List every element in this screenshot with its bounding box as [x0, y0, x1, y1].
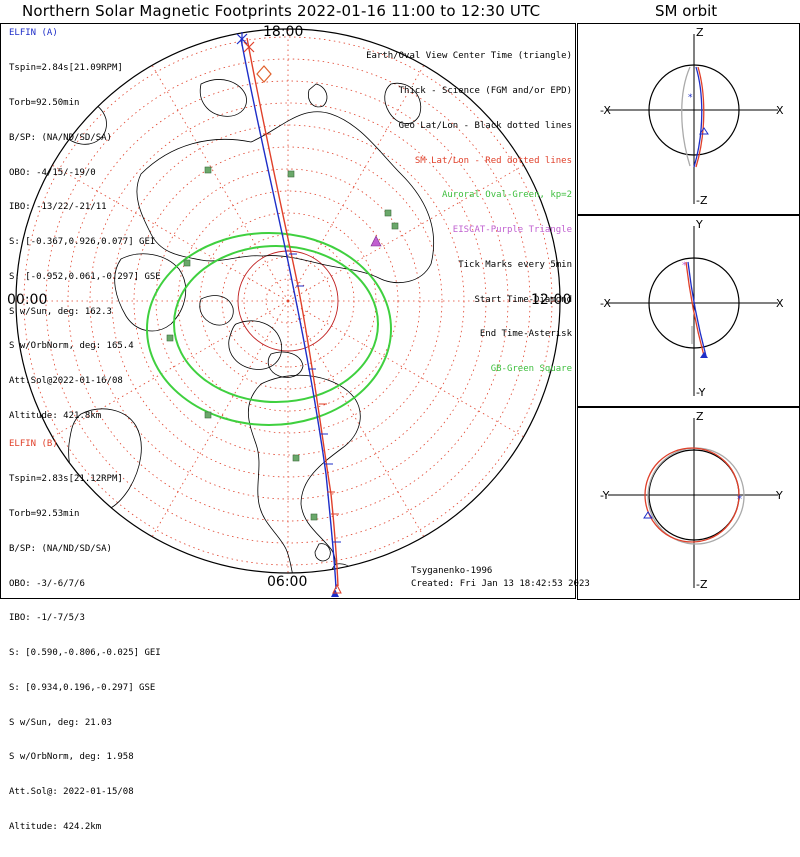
track-ticks — [289, 253, 341, 543]
orbit-panel-yz: * Z -Z -Y Y — [577, 407, 800, 600]
ground-stations — [166, 166, 399, 521]
track-ticks-b — [263, 133, 339, 515]
legend-auroral: Auroral Oval-Green, kp=2 — [441, 190, 572, 201]
model-credit: Tsyganenko-1996 — [411, 566, 493, 576]
clock-label-right: 12:00 — [531, 292, 572, 308]
elfin-a-line: Tspin=2.84s[21.09RPM] — [9, 63, 123, 74]
elfin-b-line: Att.Sol@: 2022-01-15/08 — [9, 787, 134, 798]
legend-geo: Geo Lat/Lon - Black dotted lines — [398, 120, 572, 131]
elfin-b-track — [246, 37, 339, 587]
axis-label-top: Y — [696, 218, 703, 231]
axis-label-left: -Y — [600, 489, 610, 502]
axis-label-left: -X — [600, 104, 611, 117]
eiscat-triangle — [370, 235, 382, 247]
axis-label-right: X — [776, 104, 784, 117]
elfin-a-line: S w/Sun, deg: 162.3 — [9, 306, 112, 317]
elfin-a-line: Torb=92.50min — [9, 97, 80, 108]
axis-label-bottom: -Z — [696, 578, 708, 591]
legend-gb: GB-Green Square — [490, 364, 572, 375]
legend: Earth/Oval View Center Time (triangle) T… — [366, 28, 572, 399]
elfin-b-label: ELFIN (B) — [9, 439, 58, 449]
elfin-a-track — [240, 38, 337, 590]
elfin-b-info: Tspin=2.83s[21.12RPM] Torb=92.53min B/SP… — [9, 451, 161, 857]
elfin-a-line: B/SP: (NA/ND/SD/SA) — [9, 132, 112, 143]
elfin-b-line: S: [0.590,-0.806,-0.025] GEI — [9, 648, 161, 659]
orbit-panel-xz: * Z -Z -X X — [577, 23, 800, 215]
elfin-b-line: Altitude: 424.2km — [9, 822, 102, 832]
legend-tick: Tick Marks every 5min — [458, 259, 572, 270]
globe-outline — [15, 28, 561, 574]
orbit-panel-title: SM orbit — [655, 2, 718, 20]
orbit-panel-xy: * Y -Y -X X — [577, 215, 800, 407]
axis-label-right: X — [776, 297, 784, 310]
clock-label-left: 00:00 — [7, 292, 48, 308]
elfin-b-line: S w/OrbNorm, deg: 1.958 — [9, 752, 134, 763]
auroral-ovals — [146, 232, 392, 426]
elfin-a-line: IBO: -13/22/-21/11 — [9, 202, 107, 213]
legend-end: End Time-Asterisk — [479, 329, 572, 340]
orbit-plot-xz: * — [608, 34, 778, 204]
axis-label-top: Z — [696, 410, 704, 423]
orbit-plot-yz: * — [608, 418, 778, 588]
footprint-map — [15, 28, 561, 597]
elfin-b-line: Tspin=2.83s[21.12RPM] — [9, 474, 123, 485]
svg-text:*: * — [737, 494, 742, 505]
orbit-plot-xy: * — [608, 226, 778, 396]
elfin-b-line: B/SP: (NA/ND/SD/SA) — [9, 543, 112, 554]
elfin-a-line: S w/OrbNorm, deg: 165.4 — [9, 341, 134, 352]
elfin-a-line: S: [-0.952,0.061,-0.297] GSE — [9, 271, 161, 282]
end-asterisk-b — [243, 41, 255, 53]
plot-title: Northern Solar Magnetic Footprints 2022-… — [22, 2, 541, 20]
elfin-b-line: S: [0.934,0.196,-0.297] GSE — [9, 682, 156, 693]
axis-label-top: Z — [696, 26, 704, 39]
end-asterisk-a — [236, 32, 248, 46]
elfin-b-line: OBO: -3/-6/7/6 — [9, 578, 85, 589]
polar-cap-circle — [237, 250, 339, 352]
clock-label-bottom: 06:00 — [267, 574, 308, 590]
axis-label-bottom: -Z — [696, 194, 708, 207]
svg-text:*: * — [682, 261, 687, 271]
created-timestamp: Created: Fri Jan 13 18:42:53 2023 — [411, 579, 590, 589]
footprint-panel: 18:00 00:00 12:00 06:00 ELFIN (A) Tspin=… — [0, 23, 590, 832]
elfin-a-line: Att.Sol@2022-01-16/08 — [9, 376, 123, 387]
svg-text:*: * — [688, 93, 693, 103]
axis-label-right: Y — [776, 489, 783, 502]
legend-eiscat: EISCAT-Purple Triangle — [452, 225, 572, 236]
legend-earth: Earth/Oval View Center Time (triangle) — [366, 51, 572, 62]
legend-sm: SM Lat/Lon - Red dotted lines — [414, 155, 572, 166]
elfin-b-line: IBO: -1/-7/5/3 — [9, 613, 85, 624]
elfin-b-line: S w/Sun, deg: 21.03 — [9, 717, 112, 728]
view-center-triangle-b — [332, 583, 342, 594]
legend-thick: Thick - Science (FGM and/or EPD) — [398, 85, 572, 96]
sm-lon-lines — [16, 29, 560, 573]
elfin-a-label: ELFIN (A) — [9, 28, 58, 38]
clock-label-top: 18:00 — [263, 24, 304, 40]
elfin-a-line: S: [-0.367,0.926,0.077] GEI — [9, 237, 156, 248]
elfin-a-info: Tspin=2.84s[21.09RPM] Torb=92.50min B/SP… — [9, 40, 161, 446]
elfin-b-line: Torb=92.53min — [9, 508, 80, 519]
start-diamond — [256, 65, 272, 83]
axis-label-left: -X — [600, 297, 611, 310]
elfin-a-line: Altitude: 421.8km — [9, 411, 102, 421]
axis-label-bottom: -Y — [696, 386, 706, 399]
elfin-a-line: OBO: -4/15/-19/0 — [9, 167, 96, 178]
legend-start: Start Time-Diamond — [474, 294, 572, 305]
